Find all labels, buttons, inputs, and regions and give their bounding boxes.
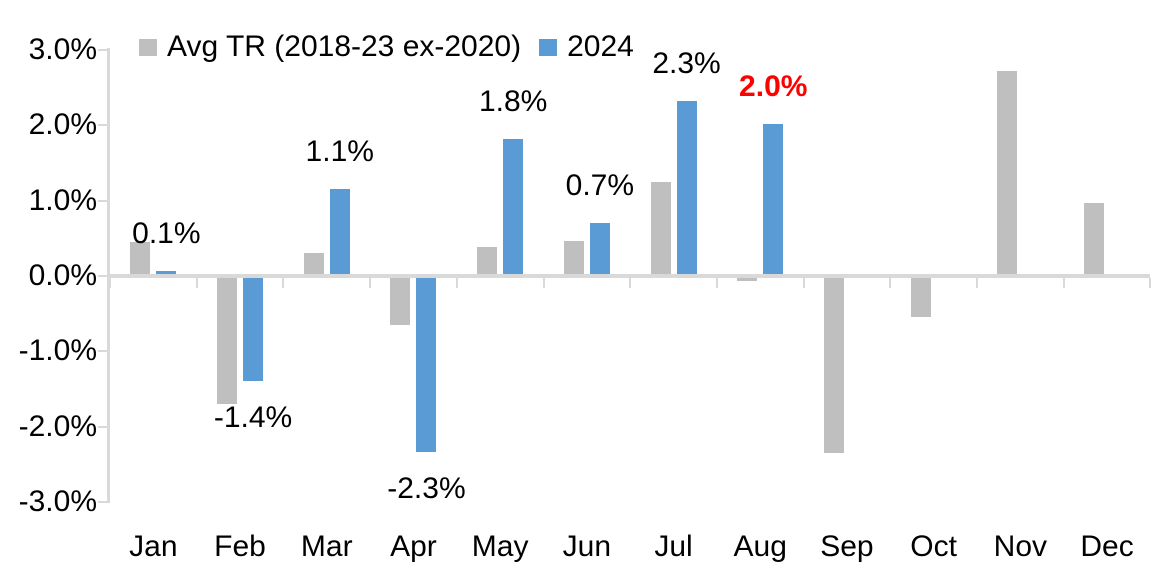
bar-avg-tr-nov <box>997 71 1018 276</box>
y-tick-label: 2.0% <box>28 108 97 142</box>
bar-avg-tr-dec <box>1084 202 1105 276</box>
legend-swatch-2024 <box>539 38 558 56</box>
x-axis-tick <box>976 278 978 288</box>
bar-avg-tr-aug <box>737 276 758 281</box>
data-label-feb: -1.4% <box>213 401 293 435</box>
x-axis-tick <box>715 278 718 288</box>
x-label-jun: Jun <box>562 530 612 563</box>
y-axis-tick <box>98 425 107 428</box>
x-label-sep: Sep <box>820 530 874 563</box>
bar-2024-apr <box>416 276 437 452</box>
x-axis-tick <box>1062 278 1065 288</box>
bar-avg-tr-jun <box>563 241 584 276</box>
x-axis-tick <box>369 278 372 288</box>
x-axis-tick <box>1149 278 1152 288</box>
data-label-jan: 0.1% <box>132 216 201 250</box>
x-label-jan: Jan <box>129 530 178 563</box>
bar-avg-tr-mar <box>303 253 324 276</box>
data-label-apr: -2.3% <box>387 471 466 505</box>
x-label-feb: Feb <box>214 530 266 563</box>
bar-2024-may <box>503 138 524 276</box>
x-label-mar: Mar <box>300 530 353 563</box>
x-axis-tick <box>282 278 285 288</box>
x-label-aug: Aug <box>733 530 787 563</box>
bar-avg-tr-feb <box>217 276 238 405</box>
bar-avg-tr-oct <box>910 276 931 318</box>
bar-avg-tr-jul <box>650 181 671 276</box>
y-axis-tick <box>98 199 107 202</box>
bar-avg-tr-sep <box>823 276 844 454</box>
x-label-dec: Dec <box>1080 530 1134 563</box>
data-label-mar: 1.1% <box>305 135 374 169</box>
y-axis-tick <box>98 350 107 353</box>
y-axis-tick <box>98 124 107 127</box>
x-axis-tick <box>109 278 111 288</box>
bar-2024-aug <box>763 123 784 276</box>
data-label-may: 1.8% <box>478 84 548 118</box>
x-axis-tick <box>542 278 545 288</box>
bar-2024-feb <box>243 276 264 382</box>
bar-2024-jan <box>156 270 177 276</box>
legend-swatch-avg-tr <box>139 38 157 56</box>
x-label-jul: Jul <box>654 530 693 563</box>
data-label-jul: 2.3% <box>652 47 721 81</box>
x-label-nov: Nov <box>993 530 1048 563</box>
legend-item-avg-tr: Avg TR (2018-23 ex-2020) <box>139 30 521 64</box>
bar-2024-jun <box>589 223 610 276</box>
bar-avg-tr-may <box>477 247 498 276</box>
y-tick-label: -1.0% <box>18 334 97 368</box>
legend: Avg TR (2018-23 ex-2020) 2024 <box>139 30 634 64</box>
x-axis-zero-line <box>108 274 1150 278</box>
legend-item-2024: 2024 <box>539 30 634 64</box>
bar-2024-mar <box>329 189 350 276</box>
x-axis-tick <box>629 278 632 288</box>
y-axis-tick <box>98 500 107 503</box>
legend-label-avg-tr: Avg TR (2018-23 ex-2020) <box>167 30 522 63</box>
y-tick-label: -2.0% <box>18 409 97 443</box>
x-axis-tick <box>889 278 892 288</box>
bar-2024-jul <box>676 101 697 276</box>
y-axis-tick <box>98 275 107 277</box>
y-tick-label: 3.0% <box>28 33 97 66</box>
data-label-jun: 0.7% <box>565 169 635 203</box>
y-axis-tick <box>98 49 107 51</box>
bar-avg-tr-apr <box>390 276 411 325</box>
x-label-oct: Oct <box>910 530 957 563</box>
x-label-apr: Apr <box>390 530 437 563</box>
x-axis-tick <box>802 278 805 288</box>
legend-label-2024: 2024 <box>567 30 634 63</box>
y-tick-label: -3.0% <box>18 484 97 518</box>
bar-avg-tr-jan <box>130 242 151 276</box>
y-tick-label: 0.0% <box>28 259 97 292</box>
x-label-may: May <box>471 530 529 563</box>
x-axis-tick <box>195 278 198 288</box>
data-label-aug: 2.0% <box>739 69 808 103</box>
x-axis-tick <box>455 278 458 288</box>
y-tick-label: 1.0% <box>28 183 97 217</box>
